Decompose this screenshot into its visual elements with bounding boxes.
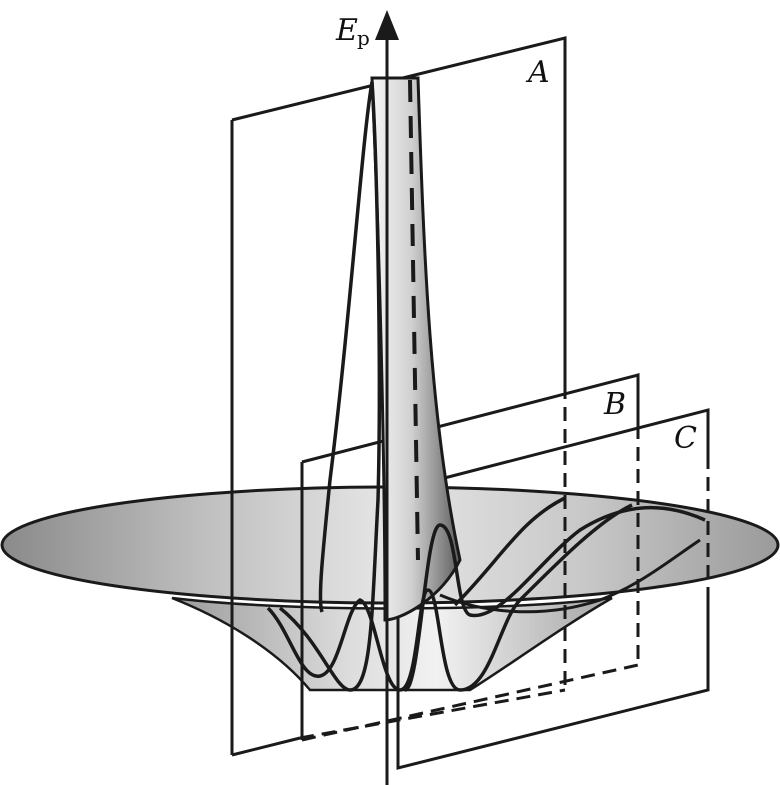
plane-label-b: B (603, 387, 626, 422)
hidden-axis-dashes (408, 79, 420, 561)
inner-rim-curve (439, 538, 701, 614)
axis-label-subscript: p (357, 26, 370, 50)
ep-axis-arrowhead (375, 10, 399, 40)
plane-label-a: A (525, 55, 550, 90)
section-curve-a (278, 81, 382, 692)
surface-bowl (171, 596, 613, 692)
brim-crest-1 (453, 496, 566, 607)
plane-label-c: C (674, 421, 697, 456)
plane-a (230, 36, 567, 757)
axis-label: E (335, 13, 358, 48)
plane-c (396, 408, 710, 770)
section-curve-c (403, 505, 706, 692)
